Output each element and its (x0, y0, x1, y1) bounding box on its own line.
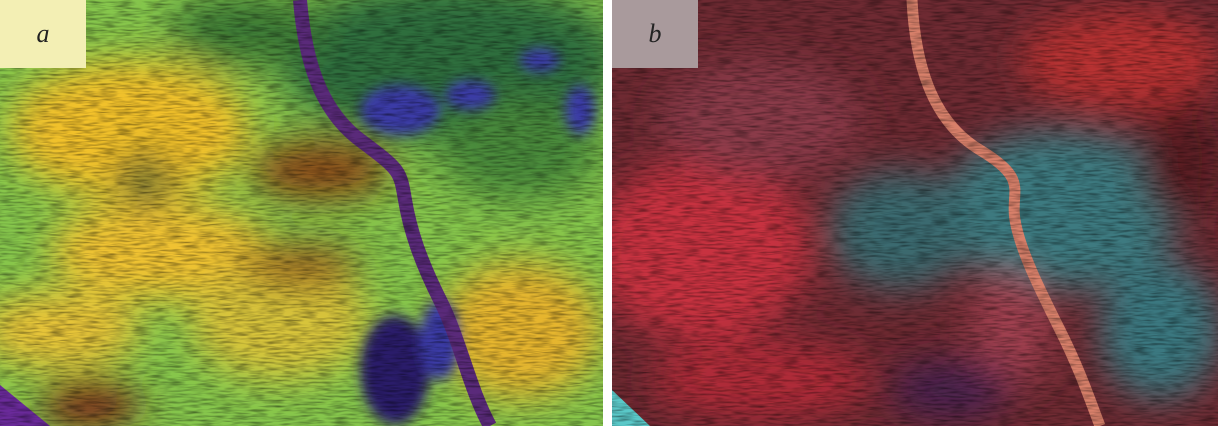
panel-a-image (0, 0, 620, 426)
page: a b (() => { const data = JSON.parse(doc… (0, 0, 1218, 426)
panel-b-image (590, 0, 1218, 426)
figure: a b (0, 0, 1218, 426)
panel-label: b (649, 19, 662, 48)
panel-label: a (37, 19, 50, 48)
